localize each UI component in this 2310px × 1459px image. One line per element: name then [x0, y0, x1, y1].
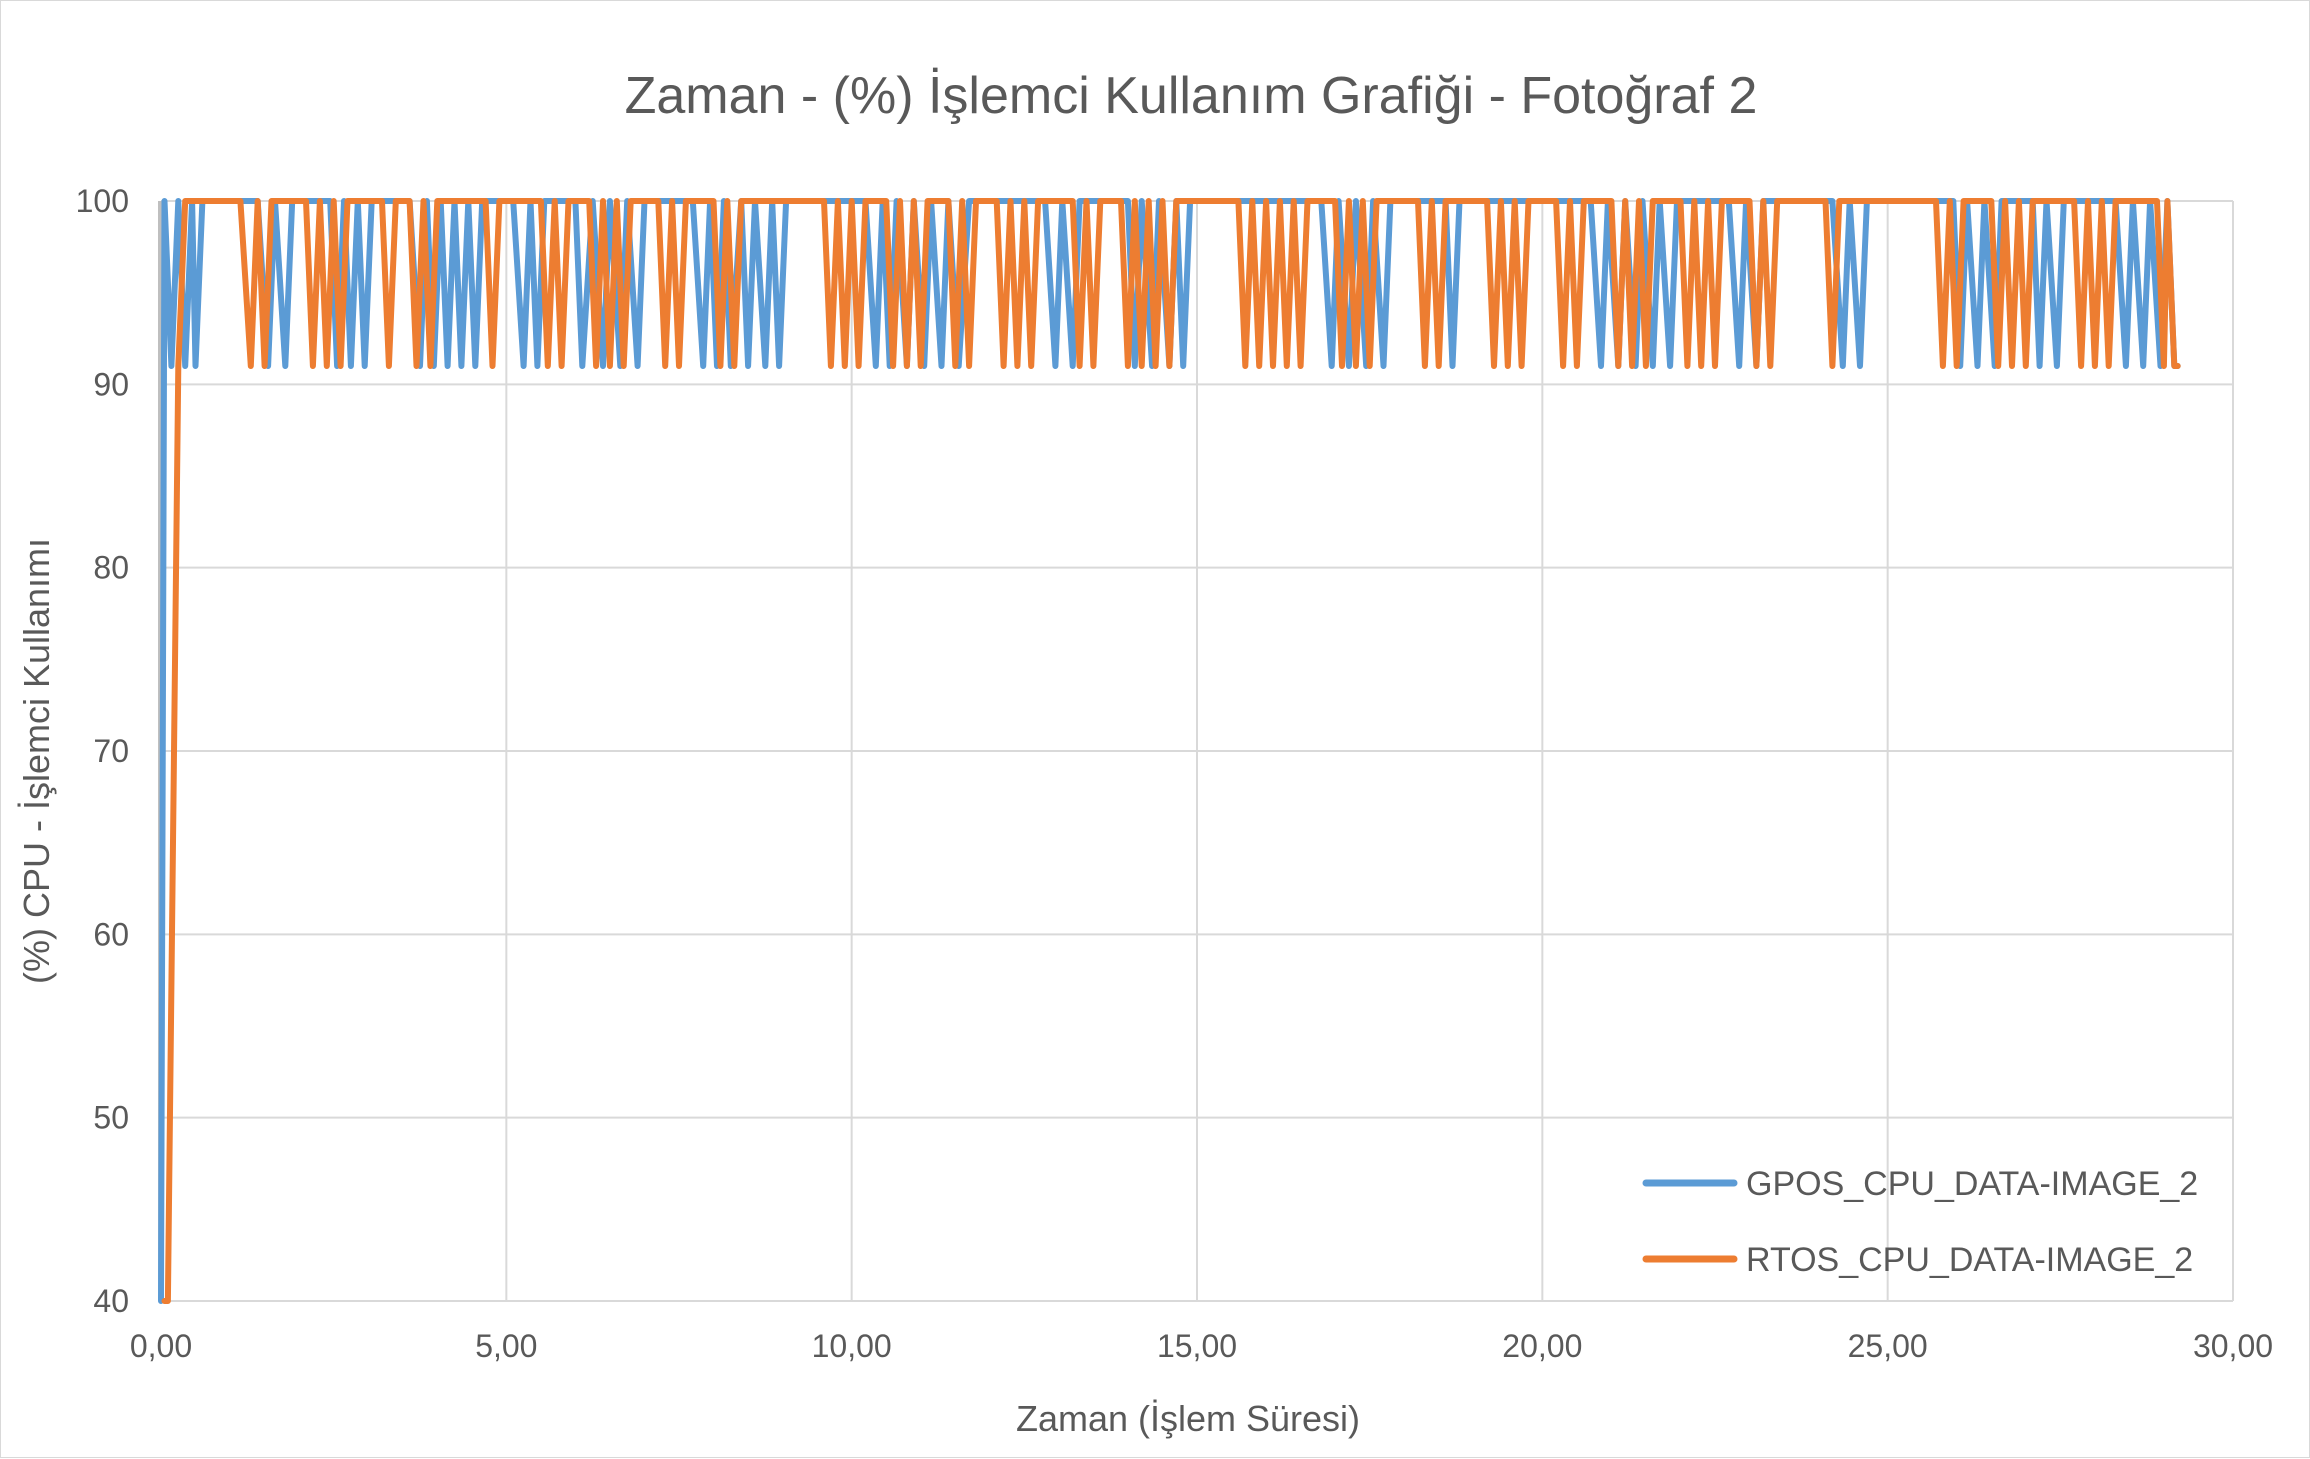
x-tick-label: 20,00 [1502, 1328, 1582, 1364]
y-tick-label: 70 [93, 733, 129, 769]
x-tick-label: 30,00 [2193, 1328, 2273, 1364]
y-tick-label: 80 [93, 550, 129, 586]
x-axis-title: Zaman (İşlem Süresi) [1016, 1398, 1360, 1439]
legend: GPOS_CPU_DATA-IMAGE_2 RTOS_CPU_DATA-IMAGE… [1642, 1165, 2198, 1279]
x-tick-label: 10,00 [812, 1328, 892, 1364]
x-tick-label: 0,00 [130, 1328, 192, 1364]
y-tick-label: 60 [93, 916, 129, 952]
series-line-2 [161, 198, 2181, 1304]
y-tick-label: 100 [76, 183, 129, 219]
x-tick-label: 15,00 [1157, 1328, 1237, 1364]
y-tick-label: 40 [93, 1283, 129, 1319]
legend-label: GPOS_CPU_DATA-IMAGE_2 [1746, 1165, 2198, 1203]
x-tick-label: 5,00 [475, 1328, 537, 1364]
y-axis-title: (%) CPU - İşlemci Kullanımı [16, 538, 57, 984]
y-tick-label: 90 [93, 366, 129, 402]
gridlines [158, 200, 2234, 1302]
y-tick-label: 50 [93, 1100, 129, 1136]
x-tick-label: 25,00 [1848, 1328, 1928, 1364]
series-lines [158, 198, 2181, 1304]
chart-title: Zaman - (%) İşlemci Kullanım Grafiği - F… [625, 67, 1758, 125]
tick-labels: 40 50 60 70 80 90 100 0,00 5,00 10,00 15,00 20,00 25… [76, 183, 2273, 1364]
legend-label: RTOS_CPU_DATA-IMAGE_2 [1746, 1241, 2193, 1279]
